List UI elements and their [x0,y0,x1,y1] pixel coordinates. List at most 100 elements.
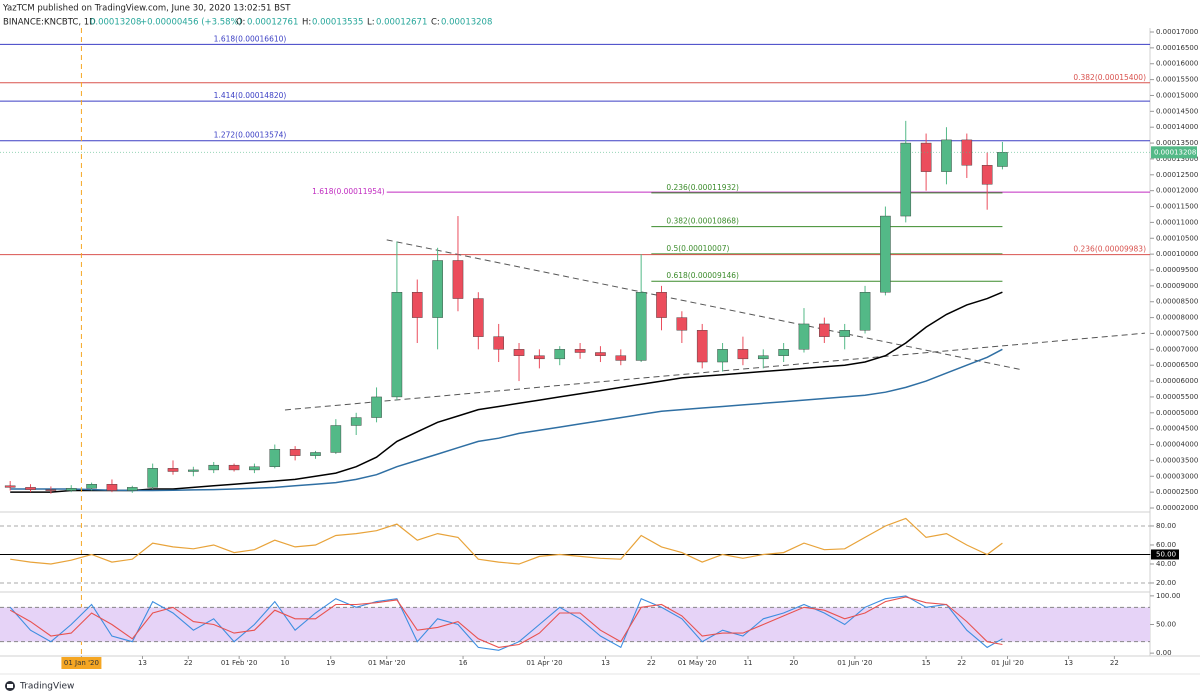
x-tick-label: 01 Apr '20 [526,659,562,667]
ohlc-value: 0.00013535 [312,18,363,28]
candle-body [147,468,158,488]
y-tick-label: 0.00009500 [1156,266,1198,274]
stoch-line [9,596,1003,648]
candle-body [65,488,77,491]
candle-body [717,349,728,363]
y-tick-label: 0.00010000 [1156,250,1198,258]
y-tick-label: 0.00008500 [1156,298,1198,306]
candle-body [371,396,382,418]
logo [5,681,15,691]
y-tick-label: 0.00013500 [1156,139,1198,147]
y-tick-label: 0.00014000 [1156,123,1198,131]
y-tick-label: 0.00015000 [1156,91,1198,99]
candle-body [289,449,301,456]
x-tick-label: 01 Jul '20 [991,659,1024,667]
last-price: 0.00013208 [90,18,141,28]
fib-label: 1.414(0.00014820) [214,91,287,100]
ohlc-value: 0.00012671 [376,18,427,28]
candle-body [86,484,97,489]
main-pane: 1.618(0.00016610) 0.382(0.00015400) 1.414(… [0,34,1150,494]
ohlc-value: 0.00013208 [441,18,492,28]
candle-body [941,139,952,172]
candle-body [859,292,871,331]
x-tick-label: 13 [601,659,610,667]
y-tick-label: 0.00006500 [1156,361,1198,369]
x-tick-label: 13 [1064,659,1073,667]
candle-body [411,292,423,318]
candle-body [997,152,1008,167]
y-tick-label: 0.00009000 [1156,282,1198,290]
y-tick-label: 0.00017000 [1156,28,1198,36]
x-tick-label: 19 [326,659,335,667]
candle-body [167,468,179,472]
candle-body [595,352,606,356]
candle-body [208,464,220,471]
x-tick-label: 01 Jun '20 [837,659,872,667]
candle-body [757,355,769,360]
y-tick-label: 0.00012500 [1156,171,1198,179]
y-tick-label: 0.00004500 [1156,425,1198,433]
fib-label: 0.382(0.00010868) [666,217,739,226]
y-tick-label: 0.00007500 [1156,329,1198,337]
y-tick-label: 0.00016000 [1156,60,1198,68]
fib-label: 1.618(0.00016610) [214,34,287,43]
candle-body [249,466,260,471]
fib-label: 0.236(0.00011932) [666,183,739,192]
candle-body [228,464,240,471]
x-tick-label: 22 [1110,659,1119,667]
candle-body [45,489,57,491]
candle-body [880,215,891,293]
x-tick-label: 22 [647,659,656,667]
candle-body [798,323,810,350]
candle-body [839,330,850,337]
trendline [386,239,1023,371]
rsi-midline-tag [1151,549,1179,560]
y-tick-label: 0.00003500 [1156,456,1198,464]
ohlc-label: O: [236,18,245,28]
x-tick-label: 22 [957,659,966,667]
candle-body [737,349,749,360]
ohlc-label: C: [431,18,440,28]
candle-body [25,487,36,490]
y-tick-label: 0.00015500 [1156,76,1198,84]
candle-body [534,355,545,360]
rsi-tick-label: 60.00 [1156,541,1176,549]
candle-body [350,417,362,426]
moving-average [10,348,1003,492]
candle-body [574,349,586,353]
candle-body [493,336,504,350]
x-tick-label: 01 Jan '20 [64,659,99,667]
candle-body [127,487,138,491]
x-tick-label: 15 [922,659,931,667]
y-tick-label: 0.00008000 [1156,314,1198,322]
y-tick-label: 0.00007000 [1156,345,1198,353]
candle-body [981,165,993,185]
author-line: YazTCM published on TradingView.com, Jun… [2,4,291,14]
y-tick-label: 0.00003000 [1156,472,1198,480]
y-tick-label: 0.00002000 [1156,504,1198,512]
candle-body [635,292,647,361]
candle-body [676,317,688,331]
candle-body [269,449,281,467]
rsi-tick-label: 50.00 [1156,550,1176,558]
candle-body [391,292,403,398]
candle-body [920,142,932,172]
x-tick-label: 01 Feb '20 [221,659,258,667]
rsi-tick-label: 20.00 [1156,579,1176,587]
last-price-label: 0.00013208 [1154,148,1196,156]
candle-body [473,298,484,337]
y-tick-label: 0.00005000 [1156,409,1198,417]
candle-body [4,485,16,488]
y-tick-label: 0.00011000 [1156,218,1198,226]
brand[interactable]: TradingView [19,682,74,692]
y-tick-label: 0.00004000 [1156,441,1198,449]
stoch-tick-label: 100.00 [1156,592,1181,600]
x-tick-label: 01 Mar '20 [368,659,405,667]
y-tick-label: 0.00002500 [1156,488,1198,496]
candle-body [656,292,667,318]
moving-average [10,291,1003,493]
x-tick-label: 10 [280,659,289,667]
symbol: BINANCE:KNCBTC, 1D [3,18,96,28]
y-tick-label: 0.00006000 [1156,377,1198,385]
